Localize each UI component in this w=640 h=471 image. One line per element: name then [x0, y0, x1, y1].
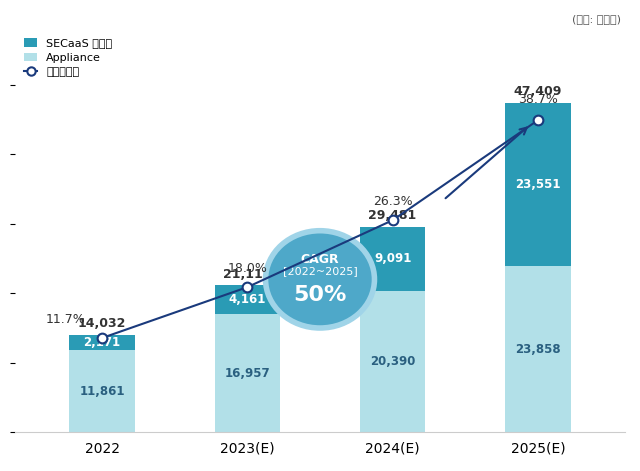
- Text: 2,171: 2,171: [84, 336, 121, 349]
- Text: [2022~2025]: [2022~2025]: [283, 266, 357, 276]
- Bar: [505, 267, 570, 432]
- Text: 47,409: 47,409: [514, 85, 562, 98]
- Text: 9,091: 9,091: [374, 252, 412, 266]
- Legend: SECaaS 플랫폼, Appliance, 영업이익률: SECaaS 플랫폼, Appliance, 영업이익률: [20, 35, 116, 81]
- Text: 16,957: 16,957: [225, 367, 270, 380]
- Text: (단위: 백만원): (단위: 백만원): [572, 14, 621, 24]
- Text: 26.3%: 26.3%: [373, 195, 412, 208]
- Text: 14,032: 14,032: [78, 317, 126, 330]
- Text: 4,161: 4,161: [228, 293, 266, 307]
- Text: 11,861: 11,861: [79, 384, 125, 398]
- Text: 23,858: 23,858: [515, 343, 561, 356]
- Text: 29,481: 29,481: [369, 210, 417, 222]
- Text: 38.7%: 38.7%: [518, 93, 558, 106]
- Bar: [360, 291, 426, 432]
- Ellipse shape: [266, 231, 374, 328]
- Bar: [70, 335, 135, 350]
- Bar: [214, 285, 280, 315]
- Text: 11.7%: 11.7%: [46, 313, 86, 326]
- Text: CAGR: CAGR: [301, 253, 339, 267]
- Text: 18.0%: 18.0%: [227, 262, 268, 275]
- Text: 50%: 50%: [293, 284, 347, 305]
- Bar: [505, 103, 570, 267]
- Bar: [360, 227, 426, 291]
- Bar: [70, 350, 135, 432]
- Text: 20,390: 20,390: [370, 355, 415, 368]
- Text: 23,551: 23,551: [515, 178, 561, 191]
- Bar: [214, 315, 280, 432]
- Text: 21,118: 21,118: [223, 268, 271, 281]
